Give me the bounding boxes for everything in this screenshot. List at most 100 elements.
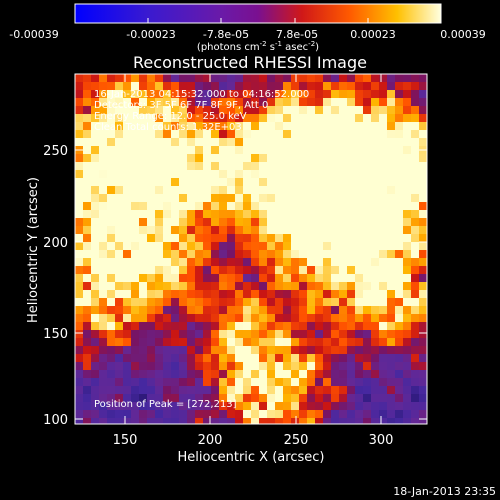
image-pixel: [195, 362, 203, 370]
image-pixel: [291, 258, 299, 266]
image-pixel: [139, 170, 147, 178]
image-pixel: [147, 378, 155, 386]
image-pixel: [323, 410, 331, 418]
image-pixel: [291, 298, 299, 306]
image-pixel: [211, 418, 219, 424]
image-pixel: [403, 338, 411, 346]
image-pixel: [171, 170, 179, 178]
image-pixel: [235, 346, 243, 354]
image-pixel: [355, 314, 363, 322]
image-pixel: [155, 386, 163, 394]
image-pixel: [131, 330, 139, 338]
image-pixel: [387, 162, 395, 170]
image-pixel: [219, 82, 227, 90]
image-pixel: [275, 250, 283, 258]
image-pixel: [83, 122, 91, 130]
image-pixel: [363, 82, 371, 90]
image-pixel: [243, 418, 251, 424]
image-pixel: [267, 418, 275, 424]
image-pixel: [99, 346, 107, 354]
image-pixel: [131, 234, 139, 242]
image-pixel: [291, 122, 299, 130]
image-pixel: [251, 274, 259, 282]
image-pixel: [331, 74, 339, 82]
image-pixel: [243, 218, 251, 226]
image-pixel: [379, 202, 387, 210]
image-pixel: [251, 90, 259, 98]
image-pixel: [411, 178, 419, 186]
image-pixel: [75, 386, 83, 394]
image-pixel: [379, 386, 387, 394]
image-pixel: [307, 154, 315, 162]
image-pixel: [91, 194, 99, 202]
image-pixel: [227, 130, 235, 138]
image-pixel: [419, 274, 427, 282]
image-pixel: [195, 282, 203, 290]
image-pixel: [403, 266, 411, 274]
image-pixel: [91, 74, 99, 82]
image-pixel: [283, 266, 291, 274]
image-pixel: [363, 362, 371, 370]
image-pixel: [235, 306, 243, 314]
image-pixel: [243, 178, 251, 186]
image-pixel: [251, 154, 259, 162]
image-pixel: [275, 234, 283, 242]
image-pixel: [179, 194, 187, 202]
image-pixel: [347, 250, 355, 258]
image-pixel: [403, 74, 411, 82]
image-pixel: [251, 354, 259, 362]
image-pixel: [211, 354, 219, 362]
image-pixel: [339, 98, 347, 106]
image-pixel: [107, 250, 115, 258]
image-pixel: [235, 210, 243, 218]
image-pixel: [267, 186, 275, 194]
image-pixel: [315, 186, 323, 194]
image-pixel: [307, 386, 315, 394]
image-pixel: [123, 322, 131, 330]
image-pixel: [331, 378, 339, 386]
image-pixel: [179, 186, 187, 194]
image-pixel: [331, 314, 339, 322]
image-pixel: [179, 98, 187, 106]
image-pixel: [395, 354, 403, 362]
image-pixel: [235, 314, 243, 322]
image-pixel: [195, 106, 203, 114]
image-pixel: [139, 354, 147, 362]
image-pixel: [75, 90, 83, 98]
image-pixel: [259, 130, 267, 138]
image-pixel: [403, 90, 411, 98]
image-pixel: [283, 258, 291, 266]
image-pixel: [211, 338, 219, 346]
image-pixel: [195, 226, 203, 234]
image-pixel: [267, 282, 275, 290]
image-pixel: [331, 322, 339, 330]
image-pixel: [363, 234, 371, 242]
image-pixel: [387, 178, 395, 186]
image-pixel: [395, 218, 403, 226]
image-pixel: [227, 218, 235, 226]
y-tick-label: 200: [43, 236, 68, 251]
image-pixel: [395, 290, 403, 298]
image-pixel: [275, 298, 283, 306]
image-pixel: [291, 226, 299, 234]
image-pixel: [323, 290, 331, 298]
image-pixel: [155, 210, 163, 218]
image-pixel: [211, 346, 219, 354]
image-pixel: [411, 82, 419, 90]
image-pixel: [163, 218, 171, 226]
image-pixel: [179, 306, 187, 314]
image-pixel: [331, 178, 339, 186]
colorbar-unit-label: (photons cm-2 s-1 asec-2): [197, 40, 319, 53]
image-pixel: [83, 378, 91, 386]
image-pixel: [211, 322, 219, 330]
image-pixel: [387, 370, 395, 378]
image-pixel: [299, 322, 307, 330]
image-pixel: [323, 162, 331, 170]
image-pixel: [267, 242, 275, 250]
image-pixel: [307, 242, 315, 250]
image-pixel: [243, 242, 251, 250]
image-pixel: [195, 210, 203, 218]
image-pixel: [363, 106, 371, 114]
image-pixel: [75, 322, 83, 330]
image-pixel: [347, 218, 355, 226]
